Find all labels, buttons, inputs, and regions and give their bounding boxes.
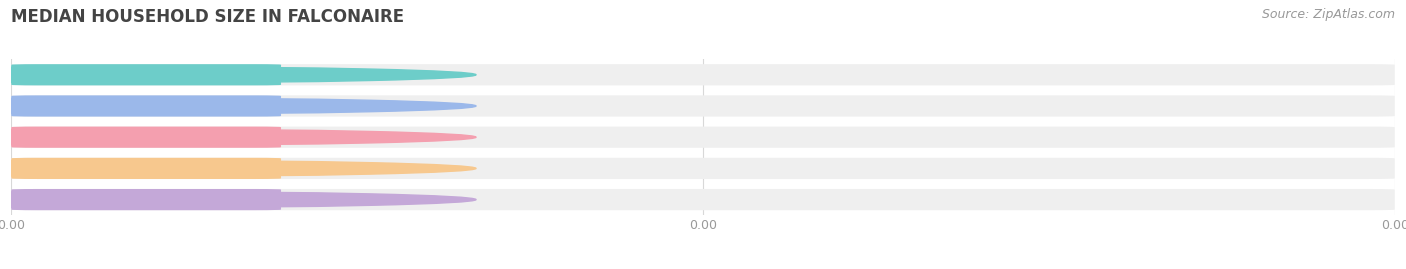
Circle shape <box>0 129 477 145</box>
Text: Single Female/Mother: Single Female/Mother <box>60 132 184 142</box>
Text: Single Male/Father: Single Male/Father <box>70 101 176 111</box>
FancyBboxPatch shape <box>18 161 219 176</box>
Text: 0.00: 0.00 <box>242 163 270 174</box>
Text: Source: ZipAtlas.com: Source: ZipAtlas.com <box>1261 8 1395 21</box>
FancyBboxPatch shape <box>11 95 1395 116</box>
Circle shape <box>0 67 477 83</box>
Text: 0.00: 0.00 <box>242 194 270 205</box>
Text: Total Households: Total Households <box>75 194 172 205</box>
FancyBboxPatch shape <box>18 67 219 82</box>
FancyBboxPatch shape <box>11 95 281 116</box>
Circle shape <box>0 192 477 208</box>
Text: 0.00: 0.00 <box>242 132 270 142</box>
FancyBboxPatch shape <box>11 127 1395 148</box>
FancyBboxPatch shape <box>11 189 281 210</box>
FancyBboxPatch shape <box>11 64 1395 85</box>
Text: 0.00: 0.00 <box>242 70 270 80</box>
FancyBboxPatch shape <box>11 189 1395 210</box>
FancyBboxPatch shape <box>18 130 219 145</box>
Circle shape <box>0 160 477 176</box>
Text: Non-family: Non-family <box>91 163 153 174</box>
FancyBboxPatch shape <box>18 98 219 114</box>
FancyBboxPatch shape <box>11 127 281 148</box>
FancyBboxPatch shape <box>11 158 1395 179</box>
FancyBboxPatch shape <box>11 158 281 179</box>
Text: Married-Couple: Married-Couple <box>79 70 166 80</box>
FancyBboxPatch shape <box>11 64 281 85</box>
Text: 0.00: 0.00 <box>242 101 270 111</box>
Text: MEDIAN HOUSEHOLD SIZE IN FALCONAIRE: MEDIAN HOUSEHOLD SIZE IN FALCONAIRE <box>11 8 405 26</box>
Circle shape <box>0 98 477 114</box>
FancyBboxPatch shape <box>18 192 219 207</box>
